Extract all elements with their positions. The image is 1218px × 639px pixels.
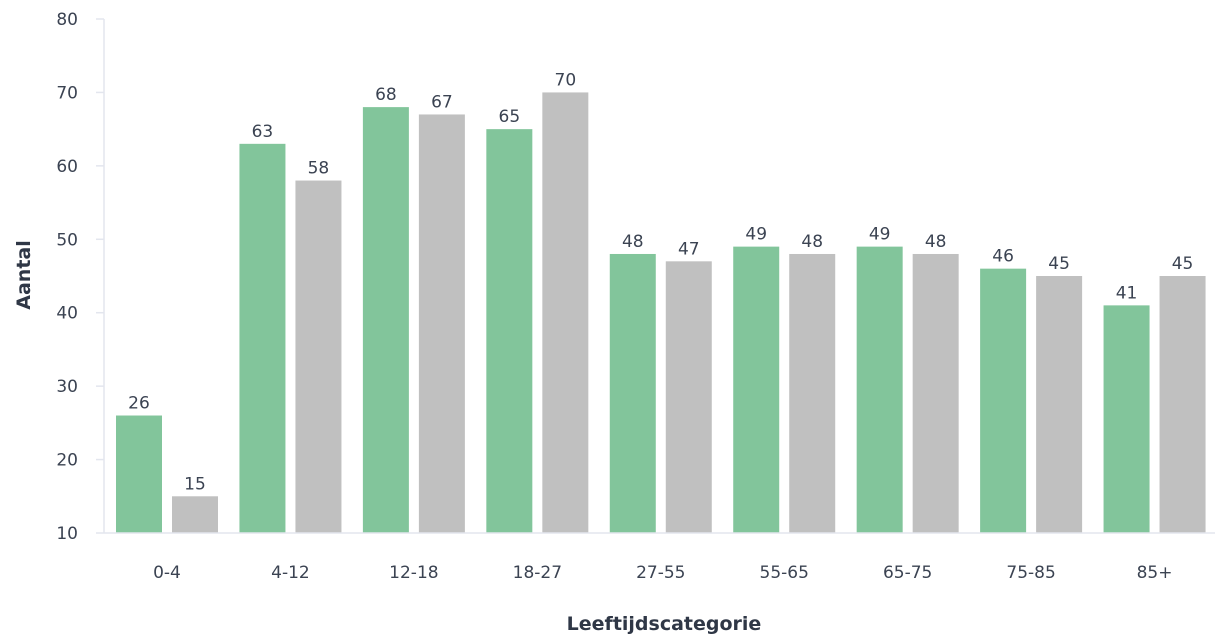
bar-value-labels: 26 15 63 58 68 67 65 70 48 47 49 48 49 48 46 45 41 45: [128, 70, 1193, 494]
bar: [733, 246, 780, 533]
y-tick-label: 20: [56, 451, 78, 471]
bar-value-label: 41: [1116, 283, 1138, 303]
bar: [239, 143, 286, 534]
x-tick-label: 0-4: [153, 563, 181, 583]
bars: [116, 92, 1206, 534]
x-tick-label: 85+: [1137, 563, 1173, 583]
bar-value-label: 48: [925, 232, 947, 252]
x-tick-label: 75-85: [1006, 563, 1055, 583]
y-tick-label: 40: [56, 304, 78, 324]
bar: [665, 261, 712, 533]
bar: [418, 114, 465, 533]
x-tick-label: 27-55: [636, 563, 685, 583]
bar: [542, 92, 589, 533]
bar-value-label: 26: [128, 394, 150, 414]
bar-value-label: 70: [555, 70, 577, 90]
bar-value-label: 58: [308, 159, 330, 179]
bar-value-label: 49: [745, 225, 767, 245]
x-tick-label: 55-65: [760, 563, 809, 583]
bar: [789, 253, 836, 533]
bar: [856, 246, 903, 533]
bar: [486, 129, 533, 533]
y-axis: 10 20 30 40 50 60 70 80: [56, 10, 105, 544]
y-tick-label: 50: [56, 230, 78, 250]
bar: [116, 415, 162, 533]
bar: [609, 253, 656, 533]
bar-value-label: 48: [622, 232, 644, 252]
x-tick-label: 4-12: [271, 563, 310, 583]
bar: [362, 107, 409, 533]
y-tick-label: 70: [56, 83, 78, 103]
y-tick-label: 10: [56, 524, 78, 544]
bar: [172, 496, 218, 533]
x-tick-label: 65-75: [883, 563, 932, 583]
x-axis: 0-4 4-12 12-18 18-27 27-55 55-65 65-75 75-85 85+: [104, 532, 1215, 583]
bar: [1159, 276, 1206, 533]
bar-value-label: 47: [678, 239, 700, 259]
y-tick-label: 80: [56, 10, 78, 30]
bar-value-label: 48: [801, 232, 823, 252]
bar-value-label: 45: [1048, 254, 1070, 274]
x-tick-label: 12-18: [389, 563, 438, 583]
y-tick-label: 60: [56, 157, 78, 177]
x-tick-label: 18-27: [513, 563, 562, 583]
y-tick-label: 30: [56, 377, 78, 397]
bar-value-label: 49: [869, 225, 891, 245]
bar: [980, 268, 1027, 533]
bar-value-label: 68: [375, 85, 397, 105]
bar: [1036, 276, 1083, 533]
bar: [1103, 305, 1150, 533]
bar-value-label: 15: [184, 474, 206, 494]
bar-value-label: 67: [431, 92, 453, 112]
bar: [295, 180, 342, 534]
x-axis-title: Leeftijdscategorie: [567, 613, 762, 635]
bar-value-label: 63: [252, 122, 274, 142]
bar-value-label: 45: [1172, 254, 1194, 274]
bar-value-label: 65: [499, 107, 521, 127]
bar-value-label: 46: [992, 247, 1014, 267]
y-axis-title: Aantal: [13, 240, 35, 309]
bar: [912, 253, 959, 533]
